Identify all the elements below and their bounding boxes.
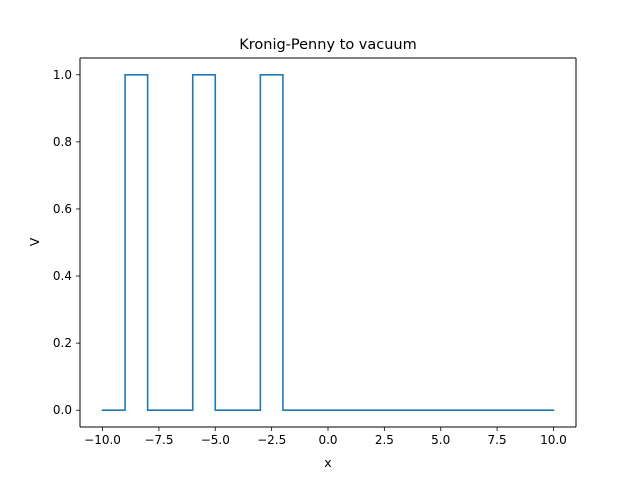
y-tick-label: 0.4 xyxy=(53,269,72,283)
x-axis-ticks: −10.0 −7.5 −5.0 −2.5 0.0 2.5 5.0 7.5 10.0 xyxy=(84,427,567,447)
x-tick-label: 5.0 xyxy=(431,433,450,447)
y-tick-label: 1.0 xyxy=(53,68,72,82)
x-tick-label: 0.0 xyxy=(318,433,337,447)
y-axis-ticks: 0.0 0.2 0.4 0.6 0.8 1.0 xyxy=(53,68,80,417)
y-tick-label: 0.6 xyxy=(53,202,72,216)
series-line-0 xyxy=(101,73,555,412)
x-tick-label: −5.0 xyxy=(201,433,230,447)
x-tick-label: 10.0 xyxy=(540,433,567,447)
series-layer xyxy=(101,73,555,412)
chart-title: Kronig-Penny to vacuum xyxy=(239,37,417,53)
x-tick-label: −7.5 xyxy=(144,433,173,447)
x-tick-label: −10.0 xyxy=(84,433,121,447)
plot-area xyxy=(80,58,576,427)
x-tick-label: 7.5 xyxy=(488,433,507,447)
x-tick-label: 2.5 xyxy=(375,433,394,447)
y-tick-label: 0.2 xyxy=(53,336,72,350)
y-tick-label: 0.0 xyxy=(53,403,72,417)
x-tick-label: −2.5 xyxy=(257,433,286,447)
x-axis-label: x xyxy=(324,455,331,470)
plot-background xyxy=(80,58,576,427)
y-tick-label: 0.8 xyxy=(53,135,72,149)
y-axis-label: V xyxy=(27,237,42,246)
